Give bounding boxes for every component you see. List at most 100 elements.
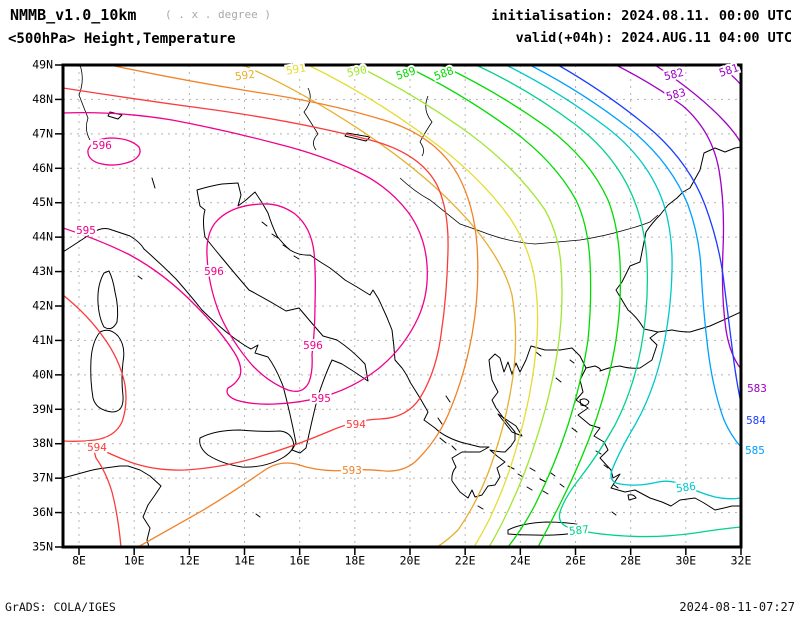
contour-value-label: 592: [234, 68, 255, 84]
contour-line-582: [654, 65, 741, 144]
lat-label: 38N: [32, 436, 53, 450]
contour-line-594-west: [63, 294, 127, 442]
contour-value-label: 583: [747, 382, 767, 395]
lon-label: 18E: [344, 554, 365, 568]
grid-note: ( . x . degree ): [165, 8, 271, 21]
lat-label: 45N: [32, 195, 53, 209]
contour-line-590: [354, 65, 563, 547]
contour-line-584: [557, 65, 741, 404]
contour-line-592: [242, 65, 517, 547]
contour-value-label: 596: [303, 339, 323, 352]
lat-label: 47N: [32, 126, 53, 140]
lat-label: 41N: [32, 333, 53, 347]
field-title: <500hPa> Height,Temperature: [8, 31, 236, 47]
contour-line-596-main: [206, 203, 316, 393]
contour-value-label: 584: [746, 414, 766, 427]
contour-value-label: 595: [311, 392, 331, 405]
lon-label: 16E: [289, 554, 310, 568]
contour-value-label: 591: [285, 61, 307, 77]
contour-value-labels: 592 591 590 589 588 5825835815965955965965955…: [74, 59, 769, 540]
grads-credit: GrADS: COLA/IGES: [5, 600, 116, 614]
island-sardinia: [90, 329, 125, 413]
init-time: initialisation: 2024.08.11. 00:00 UTC: [491, 8, 792, 24]
contour-value-label: 588: [432, 64, 455, 83]
contour-value-label: 596: [204, 265, 224, 278]
contour-line-589: [402, 65, 592, 547]
lon-label: 28E: [620, 554, 641, 568]
lon-label: 8E: [72, 554, 86, 568]
contour-value-label: 586: [675, 480, 696, 496]
contour-value-label: 583: [665, 86, 687, 103]
coastline-europe-main: [63, 146, 741, 499]
model-title: NMMB_v1.0_10km: [10, 6, 136, 24]
contour-line-594-main: [63, 87, 449, 547]
valid-time: valid(+04h): 2024.AUG.11 04:00 UTC: [516, 30, 792, 46]
contour-line-593: [109, 65, 479, 547]
contour-line-595: [63, 111, 428, 405]
contour-value-label: 590: [346, 63, 368, 80]
lat-label: 48N: [32, 92, 53, 106]
contour-line-596-alps: [87, 137, 141, 166]
lat-label: 46N: [32, 161, 53, 175]
lon-label: 22E: [455, 554, 476, 568]
lake-garda: [151, 177, 156, 189]
contour-value-label: 594: [87, 441, 107, 454]
lat-label: 39N: [32, 402, 53, 416]
lat-label: 49N: [32, 58, 53, 72]
lon-label: 24E: [510, 554, 531, 568]
lon-label: 32E: [731, 554, 752, 568]
lon-label: 14E: [234, 554, 255, 568]
latitude-axis-labels: 49N 48N 47N 46N 45N 44N 43N 42N 41N 40N 39N 38N 37N 3…: [32, 58, 53, 554]
map-content: [63, 65, 741, 547]
river-rhine: [78, 65, 91, 141]
contour-lines: [63, 65, 741, 547]
river-tisza: [419, 95, 433, 157]
island-euboea: [497, 413, 523, 437]
lat-label: 43N: [32, 264, 53, 278]
contour-value-label: 587: [568, 523, 589, 538]
coastlines: [63, 111, 741, 547]
grid-lines: [63, 65, 741, 547]
river-danube-lower: [399, 177, 659, 245]
lat-label: 37N: [32, 471, 53, 485]
contour-value-label: 596: [92, 139, 112, 152]
axis-ticks: [55, 64, 742, 555]
lat-label: 36N: [32, 505, 53, 519]
rivers: [78, 65, 659, 245]
contour-line-588: [440, 65, 622, 547]
coastline-turkey-aegean: [575, 367, 741, 511]
lat-label: 35N: [32, 540, 53, 554]
header: NMMB_v1.0_10km ( . x . degree ) <500hPa>…: [8, 6, 792, 47]
lat-label: 40N: [32, 367, 53, 381]
lon-label: 26E: [565, 554, 586, 568]
footer: GrADS: COLA/IGES 2024-08-11-07:27: [5, 600, 795, 614]
contour-value-label: 595: [76, 224, 96, 237]
creation-timestamp: 2024-08-11-07:27: [679, 600, 795, 614]
map-frame: [61, 63, 743, 549]
lon-label: 12E: [179, 554, 200, 568]
contour-value-label: 589: [394, 64, 417, 83]
contour-line-585: [529, 65, 741, 448]
lake-balaton: [344, 132, 371, 142]
contour-value-label: 593: [342, 464, 362, 477]
coastline-turkey-blacksea: [657, 311, 741, 333]
lon-label: 10E: [124, 554, 145, 568]
lat-label: 42N: [32, 299, 53, 313]
longitude-axis-labels: 8E 10E 12E 14E 16E 18E 20E 22E 24E 26E 28E 30E 32E: [72, 554, 751, 568]
coastline-tunisia: [63, 465, 162, 547]
contour-line-587: [475, 65, 741, 538]
lat-label: 44N: [32, 230, 53, 244]
contour-value-label: 582: [663, 66, 685, 83]
contour-line-583: [615, 65, 741, 370]
island-corsica: [97, 270, 119, 330]
contour-line-591: [307, 65, 539, 547]
lon-label: 20E: [400, 554, 421, 568]
contour-value-label: 594: [346, 418, 366, 431]
contour-value-label: 585: [745, 444, 765, 457]
river-danube-upper: [303, 87, 319, 151]
island-crete: [507, 521, 586, 536]
islands-small: [137, 221, 637, 518]
lon-label: 30E: [675, 554, 696, 568]
contour-line-586: [505, 65, 741, 500]
